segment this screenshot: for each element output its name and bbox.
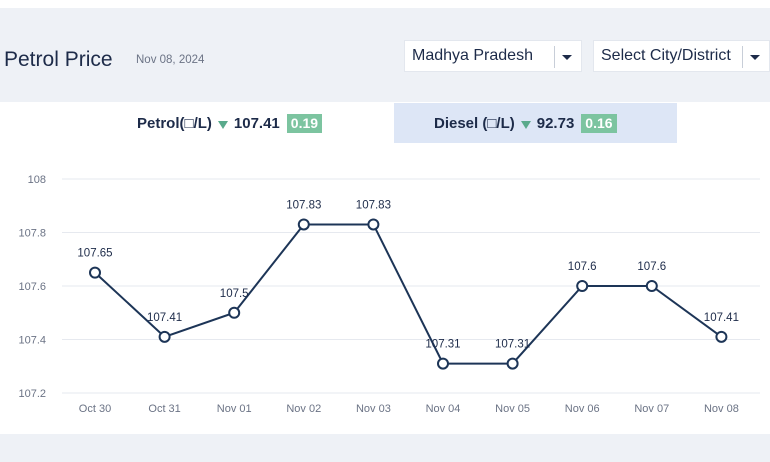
chevron-down-icon[interactable] xyxy=(562,55,572,60)
tab-diesel-label: Diesel (□/L) xyxy=(434,115,515,132)
tab-petrol-price: 107.41 xyxy=(233,115,280,132)
tab-petrol-label: Petrol(□/L) xyxy=(137,115,212,132)
page-title: Petrol Price xyxy=(4,48,113,71)
state-select[interactable]: Madhya Pradesh xyxy=(404,40,582,72)
city-select-value: Select City/District xyxy=(601,47,731,64)
tab-petrol-change-badge: 0.19 xyxy=(286,114,323,133)
select-divider xyxy=(742,46,743,68)
chart-area xyxy=(4,143,766,432)
select-divider xyxy=(554,46,555,68)
tab-petrol[interactable]: Petrol(□/L) 107.41 0.19 xyxy=(97,103,383,143)
chevron-down-icon[interactable] xyxy=(750,55,760,60)
tab-diesel-price: 92.73 xyxy=(536,115,575,132)
page-date: Nov 08, 2024 xyxy=(136,54,205,66)
price-down-icon xyxy=(217,120,228,129)
tab-diesel-change-badge: 0.16 xyxy=(581,114,617,133)
state-select-value: Madhya Pradesh xyxy=(412,47,533,64)
price-down-icon xyxy=(520,120,531,129)
tab-diesel[interactable]: Diesel (□/L) 92.73 0.16 xyxy=(394,103,677,143)
top-strip xyxy=(0,0,770,8)
city-select[interactable]: Select City/District xyxy=(593,40,770,72)
